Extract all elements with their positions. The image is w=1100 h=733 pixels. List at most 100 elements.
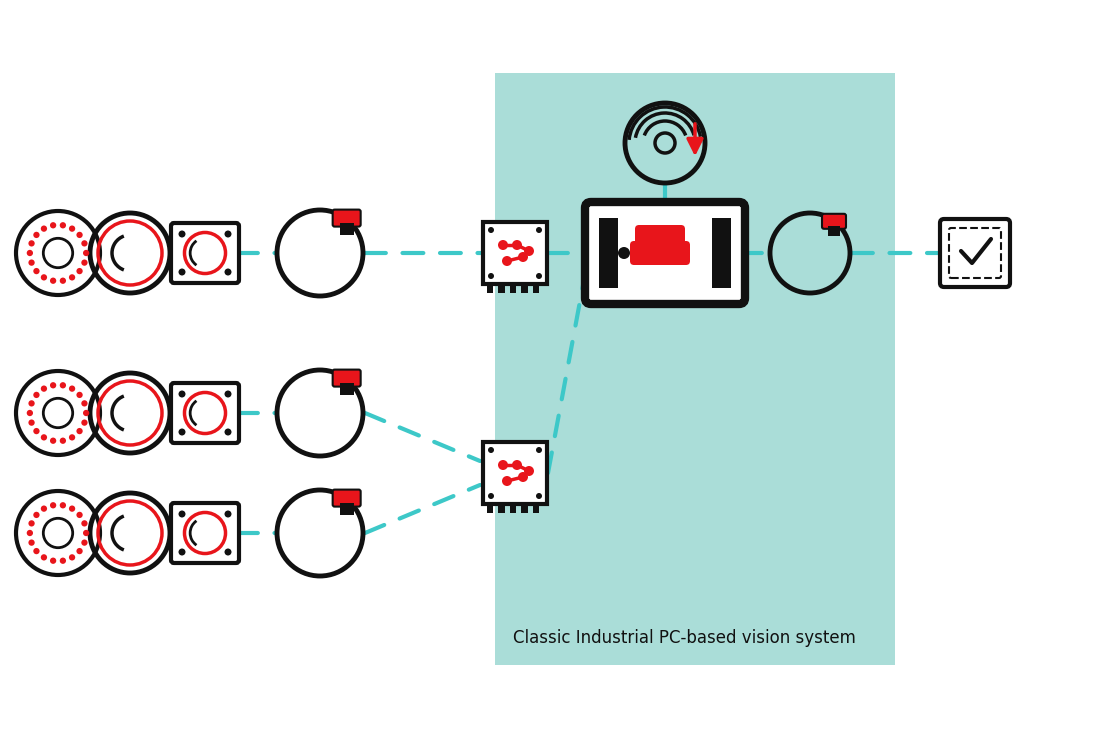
Circle shape: [224, 268, 231, 276]
Circle shape: [536, 493, 542, 499]
Circle shape: [518, 472, 528, 482]
Bar: [486, 282, 493, 293]
Circle shape: [524, 246, 534, 256]
Circle shape: [178, 429, 186, 435]
Bar: [521, 282, 528, 293]
Circle shape: [524, 466, 534, 476]
Circle shape: [26, 530, 33, 536]
Circle shape: [488, 447, 494, 453]
Circle shape: [76, 232, 82, 238]
Circle shape: [81, 240, 88, 246]
Circle shape: [178, 230, 186, 237]
Circle shape: [81, 520, 88, 526]
Bar: [828, 226, 840, 236]
Circle shape: [536, 227, 542, 233]
Circle shape: [178, 510, 186, 517]
Circle shape: [81, 400, 88, 407]
Bar: [532, 282, 539, 293]
Circle shape: [224, 429, 231, 435]
FancyBboxPatch shape: [483, 222, 547, 284]
FancyBboxPatch shape: [332, 210, 361, 226]
Circle shape: [43, 398, 73, 427]
Circle shape: [498, 460, 508, 470]
FancyBboxPatch shape: [332, 369, 361, 386]
Circle shape: [69, 434, 75, 441]
Circle shape: [518, 252, 528, 262]
Circle shape: [29, 240, 35, 246]
Circle shape: [178, 548, 186, 556]
Circle shape: [26, 250, 33, 256]
FancyBboxPatch shape: [630, 241, 690, 265]
Circle shape: [178, 268, 186, 276]
Circle shape: [81, 259, 88, 266]
Circle shape: [29, 520, 35, 526]
Circle shape: [50, 502, 56, 509]
Bar: [509, 502, 516, 513]
FancyBboxPatch shape: [635, 225, 685, 249]
Circle shape: [81, 419, 88, 426]
Circle shape: [43, 238, 73, 268]
Circle shape: [59, 438, 66, 444]
Circle shape: [488, 273, 494, 279]
Circle shape: [29, 539, 35, 546]
Circle shape: [59, 502, 66, 509]
Circle shape: [59, 558, 66, 564]
Text: Classic Industrial PC-based vision system: Classic Industrial PC-based vision syste…: [513, 629, 856, 647]
Circle shape: [43, 518, 73, 548]
Circle shape: [536, 447, 542, 453]
Circle shape: [50, 382, 56, 388]
Circle shape: [41, 554, 47, 561]
Circle shape: [82, 250, 89, 256]
Circle shape: [33, 391, 40, 398]
Circle shape: [178, 391, 186, 397]
Circle shape: [41, 274, 47, 281]
FancyBboxPatch shape: [170, 223, 239, 283]
Circle shape: [502, 476, 512, 486]
Circle shape: [82, 530, 89, 536]
FancyBboxPatch shape: [822, 214, 846, 229]
Circle shape: [488, 493, 494, 499]
Circle shape: [224, 548, 231, 556]
Circle shape: [502, 256, 512, 266]
Bar: [521, 502, 528, 513]
Circle shape: [69, 554, 75, 561]
Circle shape: [76, 391, 82, 398]
Circle shape: [76, 268, 82, 274]
Circle shape: [224, 230, 231, 237]
FancyBboxPatch shape: [585, 202, 745, 304]
Circle shape: [41, 434, 47, 441]
Circle shape: [618, 247, 630, 259]
Circle shape: [488, 227, 494, 233]
Circle shape: [33, 232, 40, 238]
Circle shape: [69, 386, 75, 391]
Circle shape: [224, 510, 231, 517]
Circle shape: [76, 512, 82, 518]
Circle shape: [59, 278, 66, 284]
Bar: [498, 502, 505, 513]
Circle shape: [512, 460, 522, 470]
Circle shape: [33, 548, 40, 554]
Bar: [340, 503, 354, 515]
Bar: [600, 218, 618, 288]
Circle shape: [81, 539, 88, 546]
Circle shape: [41, 386, 47, 391]
Bar: [713, 233, 730, 245]
Bar: [340, 223, 354, 235]
Circle shape: [59, 222, 66, 229]
FancyBboxPatch shape: [483, 442, 547, 504]
Circle shape: [59, 382, 66, 388]
Circle shape: [76, 548, 82, 554]
Circle shape: [76, 428, 82, 434]
Circle shape: [69, 274, 75, 281]
Circle shape: [50, 222, 56, 229]
Circle shape: [50, 558, 56, 564]
Circle shape: [33, 428, 40, 434]
Bar: [713, 251, 730, 263]
Bar: [495, 73, 895, 665]
Circle shape: [33, 268, 40, 274]
Circle shape: [29, 419, 35, 426]
Bar: [486, 502, 493, 513]
FancyBboxPatch shape: [170, 503, 239, 563]
Circle shape: [26, 410, 33, 416]
Bar: [340, 383, 354, 394]
